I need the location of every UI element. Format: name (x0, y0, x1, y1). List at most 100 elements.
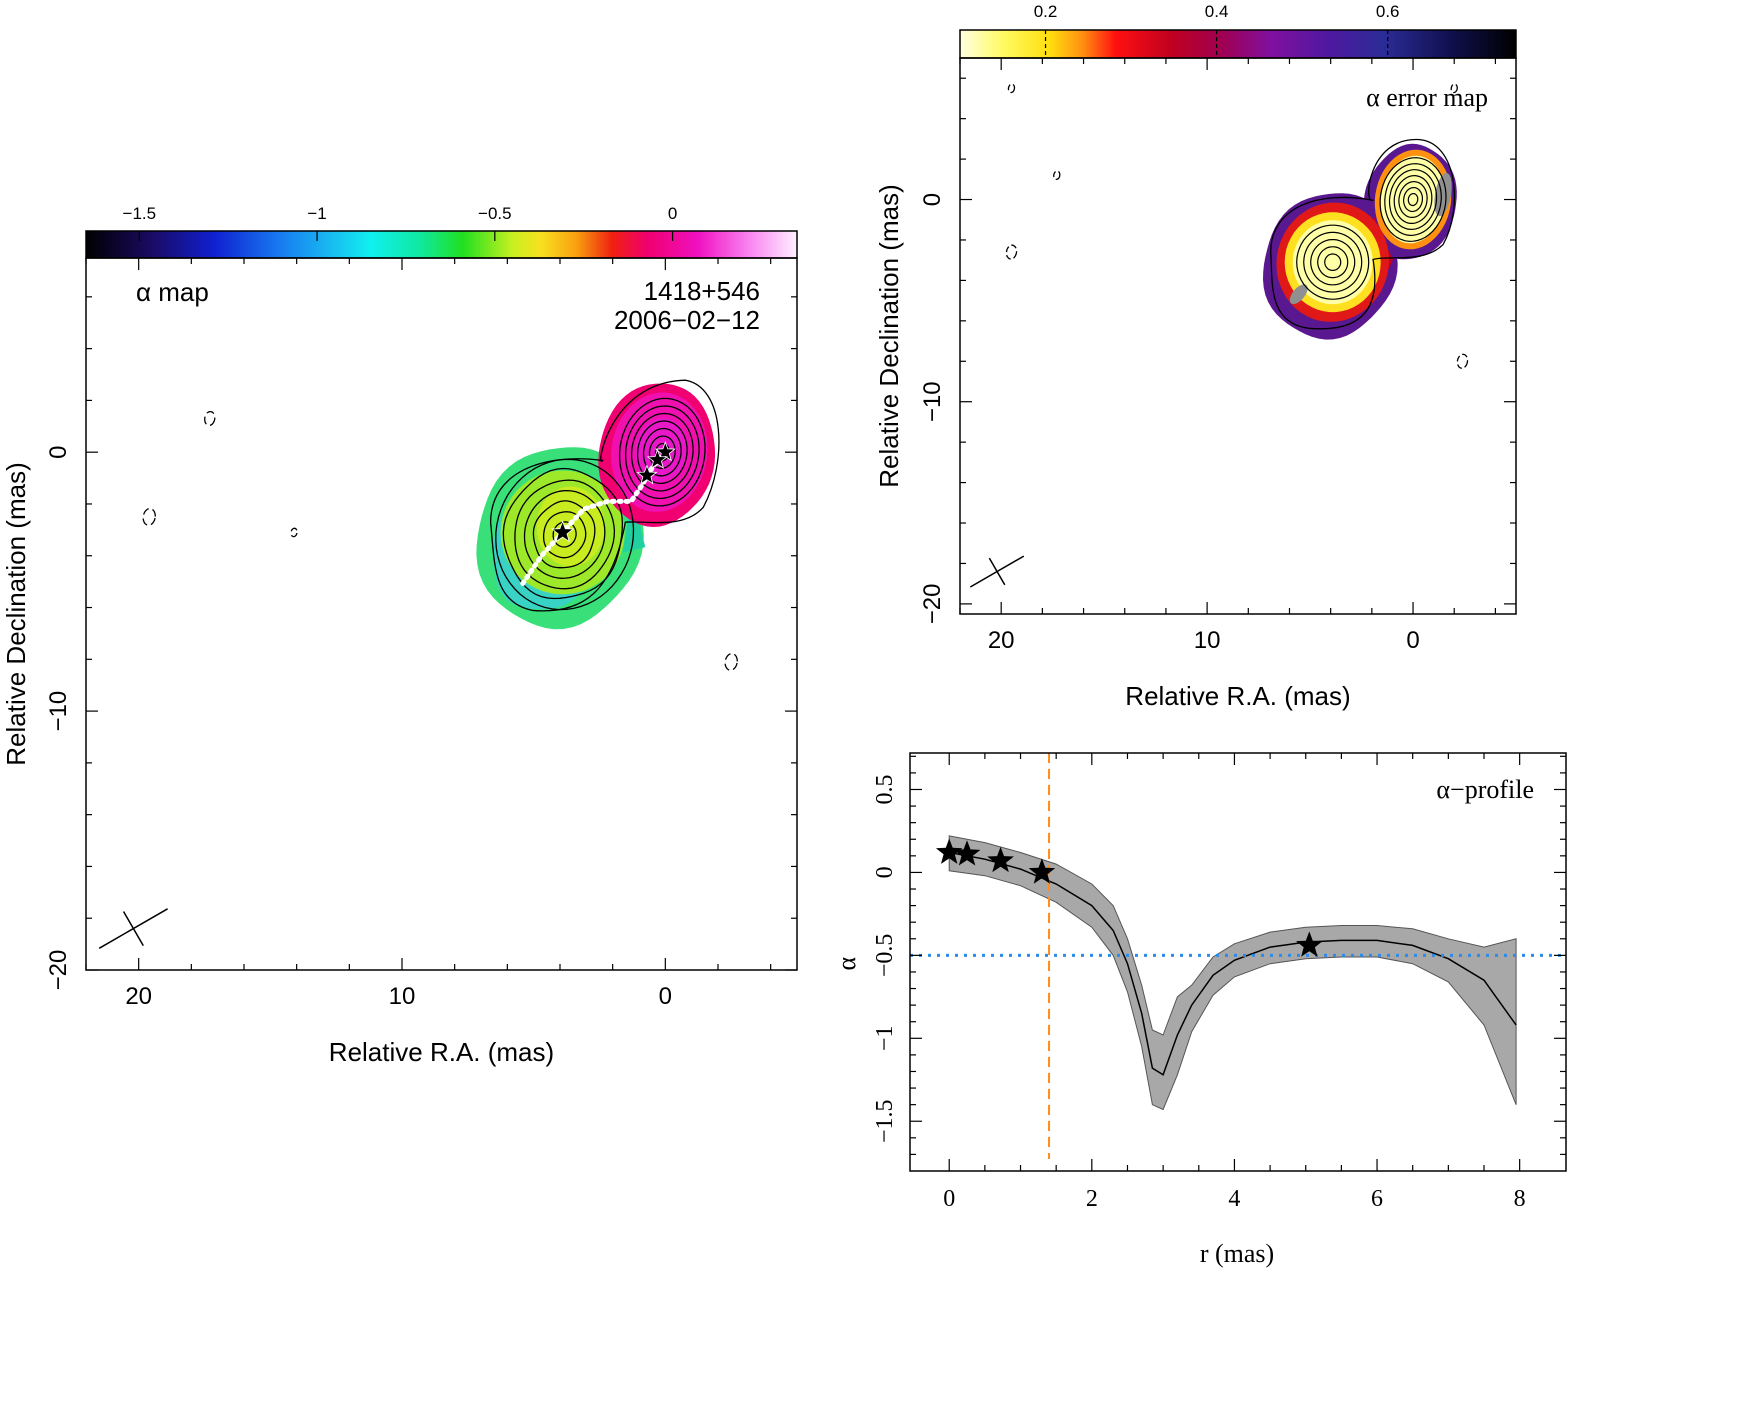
contour-knot (495, 458, 635, 611)
contour-core (624, 405, 700, 500)
y-axis-label: α (832, 956, 861, 970)
noise-contour (1053, 170, 1061, 181)
panel-title: α error map (1366, 83, 1488, 112)
ridge-star-marker (636, 464, 658, 485)
contour-core (1407, 193, 1419, 207)
noise-contour (1005, 244, 1018, 260)
contour-knot (514, 479, 616, 590)
x-axis-label: Relative R.A. (mas) (329, 1037, 554, 1067)
profile-star-marker (953, 840, 981, 866)
plot-frame (959, 57, 1517, 615)
noise-contour (1450, 83, 1458, 94)
contour-knot (552, 521, 577, 548)
x-tick-label: 2 (1086, 1186, 1098, 1212)
y-tick-label: −0.5 (872, 934, 898, 978)
colorbar-tick-label: 0.2 (1034, 2, 1058, 21)
colorbar-alpha (85, 230, 798, 259)
contour-core (1388, 169, 1438, 231)
y-axis-label: Relative Declination (mas) (874, 184, 904, 487)
source-name: 1418+546 (644, 276, 760, 306)
noise-contour (204, 410, 216, 427)
x-tick-label: 20 (988, 627, 1015, 654)
contour-envelope (1270, 138, 1456, 330)
contour-core (642, 427, 682, 477)
noise-contour (1007, 83, 1016, 94)
x-tick-label: 0 (943, 1186, 955, 1212)
x-axis-label: r (mas) (1200, 1239, 1274, 1268)
colorbar-tick-label: 0.6 (1376, 2, 1400, 21)
y-tick-label: 0.5 (872, 774, 898, 804)
x-tick-label: 0 (1406, 627, 1419, 654)
alpha-profile-panel: 0 2 4 6 8 0.5 0 −0.5 −1 −1.5 r (mas) α α−profile (832, 752, 1567, 1268)
y-tick-label: −1.5 (872, 1099, 898, 1143)
colorbar-error (959, 29, 1517, 59)
contour-knot (542, 511, 587, 559)
contour-core (1398, 180, 1428, 218)
alpha-error-map-panel: 0.2 0.4 0.6 20 10 0 0 −10 −20 Relative R.A. (mas)… (874, 2, 1517, 711)
alpha-map-panel: −1.5 −1 −0.5 0 20 10 0 0 −10 −20 Relative R.A. (ma… (1, 204, 798, 1067)
y-tick-label: −10 (919, 381, 946, 422)
y-tick-label: −20 (919, 584, 946, 625)
profile-star-marker (1028, 858, 1056, 884)
x-tick-label: 8 (1514, 1186, 1526, 1212)
knot-error-grey-patch (1289, 284, 1308, 305)
noise-contour (290, 527, 298, 538)
beam-minor-axis (988, 557, 1006, 586)
contour-core (1393, 174, 1433, 224)
x-tick-label: 6 (1371, 1186, 1383, 1212)
x-tick-label: 10 (1194, 627, 1221, 654)
y-axis-label: Relative Declination (mas) (1, 462, 31, 765)
y-tick-label: 0 (872, 866, 898, 878)
y-tick-label: 0 (45, 446, 72, 459)
x-tick-label: 20 (125, 983, 152, 1010)
profile-star-marker (935, 838, 963, 864)
contour-knot (1296, 224, 1370, 300)
error-band (948, 835, 1517, 1111)
colorbar-tick-label: −0.5 (478, 204, 512, 223)
noise-contour (142, 507, 156, 526)
contour-core (648, 435, 676, 469)
contour-core (630, 412, 694, 492)
contour-core (618, 397, 706, 507)
panel-title: α map (136, 277, 209, 307)
contour-core (1379, 157, 1447, 242)
contour-knot (502, 467, 624, 600)
x-tick-label: 10 (389, 983, 416, 1010)
profile-star-marker (987, 846, 1014, 873)
alpha-profile-line (949, 851, 1517, 1076)
x-tick-label: 0 (659, 983, 672, 1010)
ridge-star-marker (646, 448, 669, 469)
y-tick-label: −20 (45, 950, 72, 991)
observation-date: 2006−02−12 (614, 305, 760, 335)
contour-knot (1317, 246, 1349, 279)
contour-core (636, 420, 688, 485)
contour-knot (532, 500, 596, 569)
x-tick-label: 4 (1228, 1186, 1240, 1212)
colorbar-tick-label: −1 (307, 204, 326, 223)
x-axis-label: Relative R.A. (mas) (1125, 681, 1350, 711)
beam-minor-axis (122, 911, 144, 947)
colorbar-tick-label: 0.4 (1205, 2, 1229, 21)
panel-title: α−profile (1436, 775, 1534, 804)
ridge-star-marker (654, 441, 676, 462)
contour-core (1403, 187, 1423, 213)
y-tick-label: −1 (872, 1026, 898, 1052)
plot-frame (85, 257, 798, 971)
y-tick-label: −10 (45, 691, 72, 732)
y-tick-label: 0 (919, 193, 946, 206)
noise-contour (724, 652, 738, 671)
contour-envelope (489, 379, 720, 612)
contour-knot (1310, 239, 1356, 286)
contour-core (1384, 163, 1442, 237)
colorbar-tick-label: −1.5 (123, 204, 157, 223)
ridge-star-marker (551, 520, 575, 543)
core-error-min (1380, 155, 1446, 244)
contour-knot (1303, 231, 1363, 293)
contour-knot (523, 489, 606, 579)
colorbar-tick-label: 0 (668, 204, 677, 223)
noise-contour (1456, 353, 1469, 369)
contour-knot (1324, 253, 1342, 271)
plot-frame (909, 752, 1567, 1172)
profile-star-marker (1296, 931, 1323, 957)
